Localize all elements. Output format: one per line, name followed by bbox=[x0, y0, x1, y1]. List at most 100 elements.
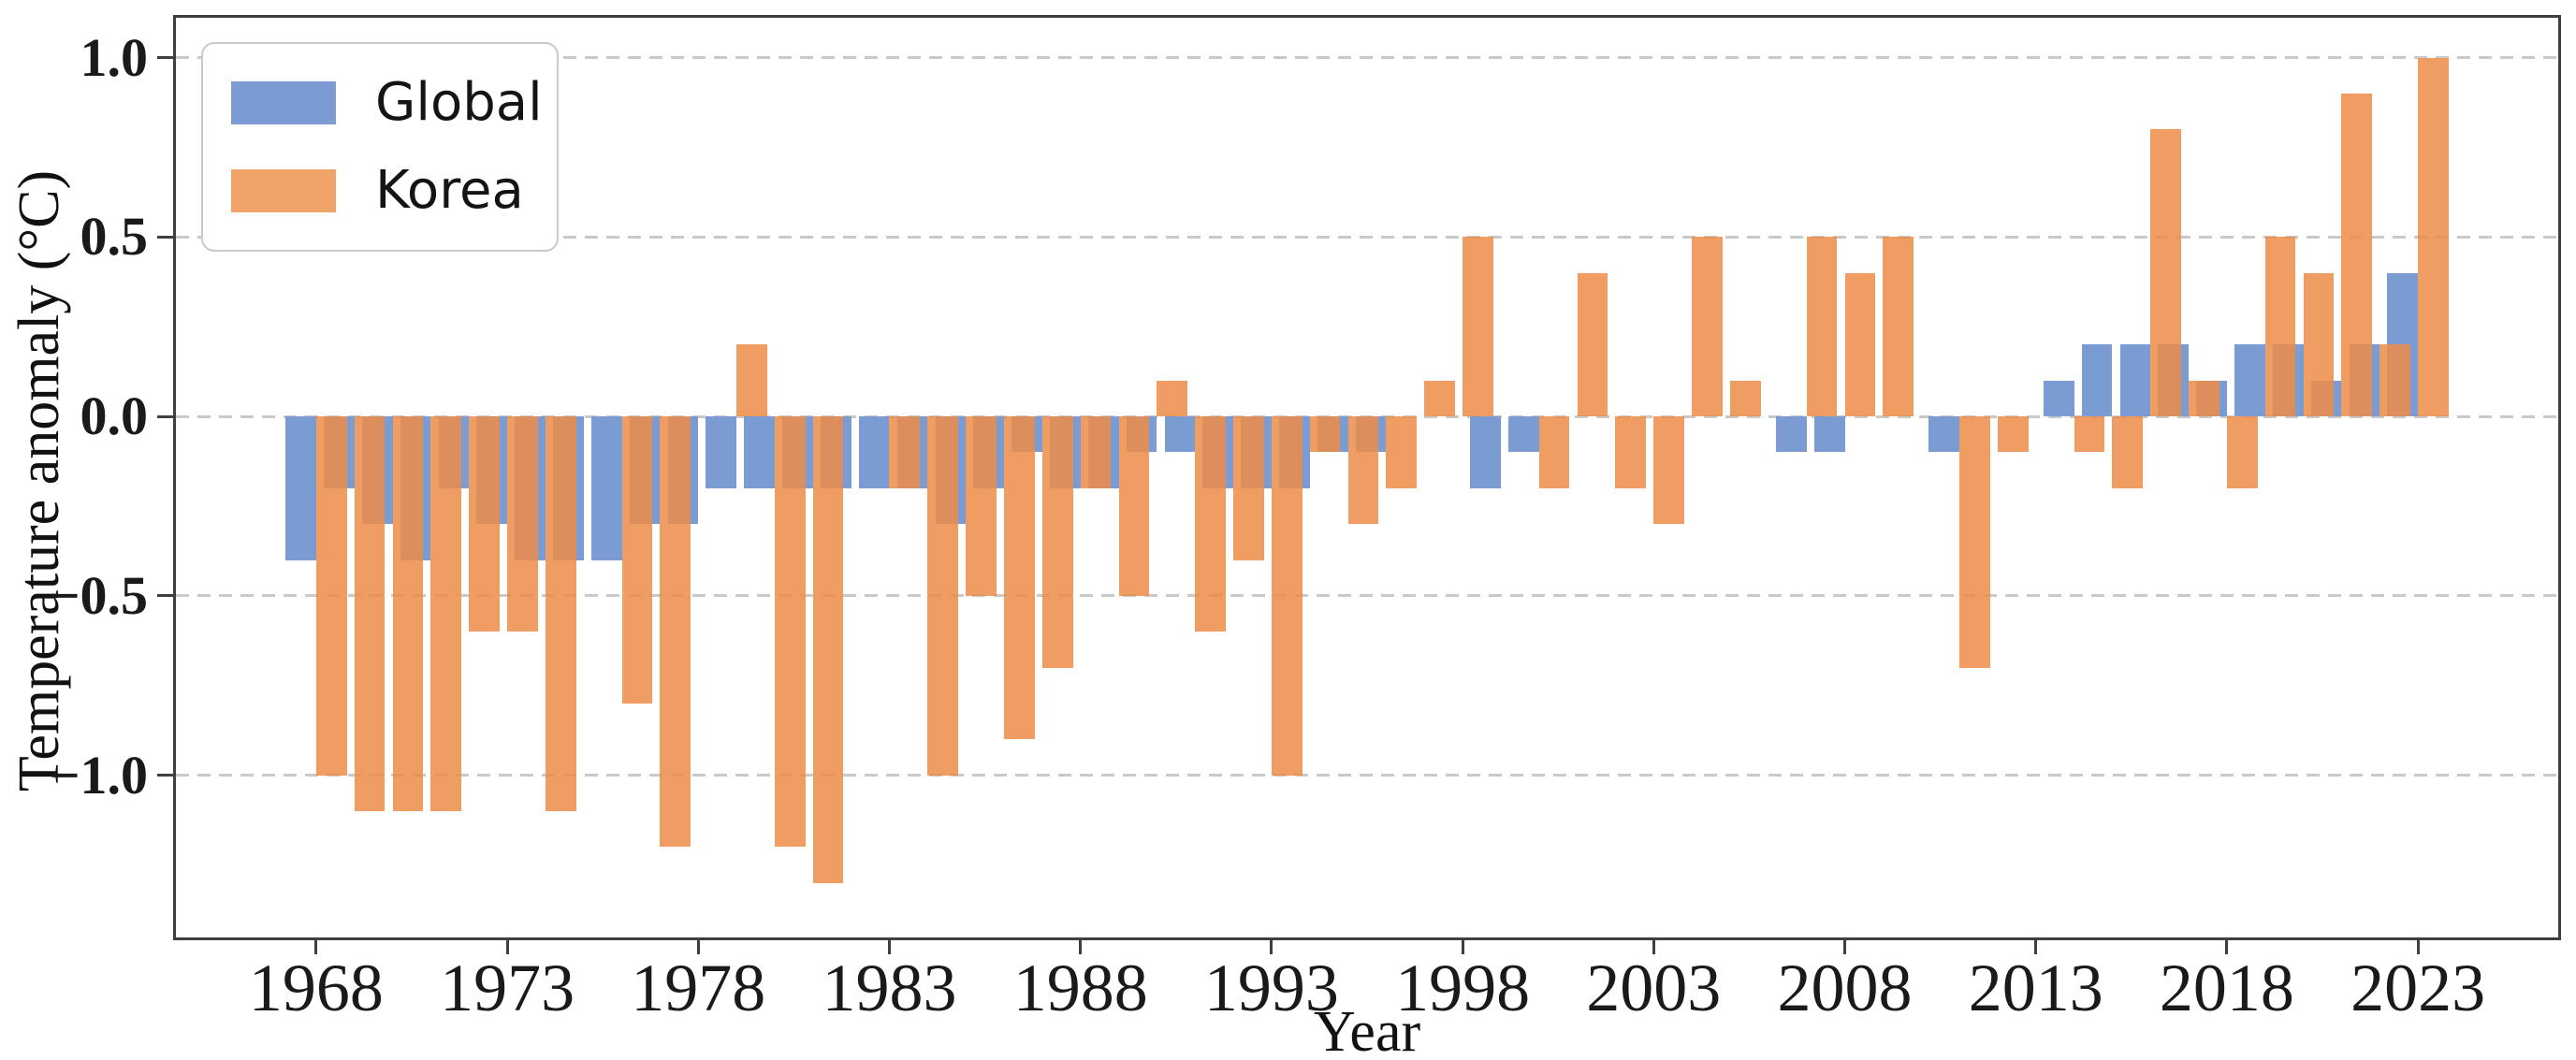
bar-korea-2004 bbox=[1692, 237, 1723, 417]
gridline-−1.0 bbox=[176, 774, 2558, 777]
bar-korea-1984 bbox=[927, 416, 958, 776]
plot-area: 1.0 0.5 0.0 −0.5 −1.0 1968 1973 1978 1983 1988 199… bbox=[49, 15, 2561, 1024]
x-tickmark-1988 bbox=[1079, 940, 1083, 954]
bar-korea-2020 bbox=[2303, 272, 2335, 417]
bar-global-2016 bbox=[2119, 344, 2151, 417]
x-axis-label: Year bbox=[1313, 1000, 1421, 1060]
bar-korea-1994 bbox=[1309, 416, 1341, 453]
korea-swatch-icon bbox=[231, 169, 336, 212]
bar-global-1980 bbox=[744, 416, 775, 488]
bar-global-1979 bbox=[706, 416, 737, 488]
x-ticklabel-1988: 1988 bbox=[1012, 951, 1148, 1025]
y-ticklabel-0.5: 0.5 bbox=[80, 206, 149, 268]
x-ticklabel-1973: 1973 bbox=[440, 951, 575, 1025]
bar-global-2000 bbox=[1508, 416, 1539, 453]
x-tickmark-1968 bbox=[314, 940, 318, 954]
bar-korea-1997 bbox=[1424, 380, 1455, 417]
legend-label-global: Global bbox=[375, 72, 543, 133]
x-ticklabel-1993: 1993 bbox=[1203, 951, 1339, 1025]
bar-korea-2021 bbox=[2341, 93, 2373, 417]
legend: Global Korea bbox=[201, 42, 559, 252]
x-ticklabel-2008: 2008 bbox=[1777, 951, 1913, 1025]
y-tickmark-0.0 bbox=[157, 414, 173, 418]
bar-global-2008 bbox=[1813, 416, 1845, 453]
bar-korea-1988 bbox=[1080, 416, 1112, 488]
bar-global-1983 bbox=[858, 416, 890, 488]
y-ticklabel-−0.5: −0.5 bbox=[49, 564, 148, 626]
bar-korea-2009 bbox=[1883, 237, 1914, 417]
x-ticklabel-2023: 2023 bbox=[2350, 951, 2486, 1025]
bar-global-2011 bbox=[1928, 416, 1960, 453]
x-tickmark-2018 bbox=[2225, 940, 2229, 954]
bar-korea-1986 bbox=[1004, 416, 1035, 740]
bar-korea-1970 bbox=[392, 416, 424, 811]
bar-korea-2022 bbox=[2380, 344, 2410, 417]
y-tickmark-1.0 bbox=[157, 56, 173, 60]
bar-global-1999 bbox=[1470, 416, 1501, 488]
bar-korea-1998 bbox=[1463, 237, 1493, 417]
bar-global-2015 bbox=[2081, 344, 2113, 417]
x-tickmark-2008 bbox=[1843, 940, 1846, 954]
y-ticklabel-1.0: 1.0 bbox=[80, 26, 149, 88]
x-ticklabel-1998: 1998 bbox=[1395, 951, 1531, 1025]
x-tickmark-2013 bbox=[2034, 940, 2038, 954]
bar-global-2014 bbox=[2043, 380, 2074, 417]
x-tickmark-1983 bbox=[887, 940, 891, 954]
bar-global-1976 bbox=[590, 416, 622, 560]
y-ticklabel-0.0: 0.0 bbox=[80, 385, 149, 447]
bar-global-1968 bbox=[285, 416, 316, 560]
x-ticklabel-2003: 2003 bbox=[1586, 951, 1722, 1025]
x-ticklabel-1983: 1983 bbox=[822, 951, 957, 1025]
legend-label-korea: Korea bbox=[375, 160, 524, 221]
gridline-0.5 bbox=[176, 235, 2558, 239]
x-tickmark-1993 bbox=[1270, 940, 1273, 954]
gridline-1.0 bbox=[176, 56, 2558, 60]
bar-korea-2016 bbox=[2150, 129, 2181, 417]
legend-item-korea: Korea bbox=[231, 163, 529, 219]
x-tickmark-1973 bbox=[505, 940, 509, 954]
bar-korea-1971 bbox=[430, 416, 462, 811]
x-ticklabel-1978: 1978 bbox=[631, 951, 766, 1025]
bar-korea-1981 bbox=[812, 416, 844, 883]
bar-korea-1992 bbox=[1233, 416, 1264, 560]
bar-korea-2005 bbox=[1729, 380, 1761, 417]
bar-korea-1987 bbox=[1041, 416, 1073, 668]
bar-korea-2023 bbox=[2418, 57, 2449, 417]
bar-global-1991 bbox=[1164, 416, 1196, 453]
bar-korea-1989 bbox=[1118, 416, 1150, 596]
y-ticklabel-−1.0: −1.0 bbox=[49, 744, 148, 806]
x-tickmark-2023 bbox=[2416, 940, 2420, 954]
bar-korea-1974 bbox=[545, 416, 576, 811]
bar-korea-2018 bbox=[2226, 416, 2258, 488]
bar-korea-1968 bbox=[315, 416, 347, 776]
bar-korea-2014 bbox=[2074, 416, 2105, 453]
bar-korea-1991 bbox=[1195, 416, 1226, 632]
bar-korea-2003 bbox=[1653, 416, 1684, 525]
legend-item-global: Global bbox=[231, 75, 543, 131]
bar-korea-2019 bbox=[2264, 237, 2296, 417]
bar-korea-2012 bbox=[1997, 416, 2029, 453]
bar-korea-1969 bbox=[354, 416, 386, 811]
x-ticklabel-2018: 2018 bbox=[2159, 951, 2294, 1025]
bar-global-2007 bbox=[1775, 416, 1807, 453]
bar-korea-2002 bbox=[1615, 416, 1647, 488]
bar-korea-2008 bbox=[1844, 272, 1876, 417]
bar-global-2019 bbox=[2234, 344, 2265, 417]
bar-korea-2015 bbox=[2112, 416, 2144, 488]
bar-korea-1995 bbox=[1347, 416, 1379, 525]
gridline-−0.5 bbox=[176, 594, 2558, 598]
bar-korea-1985 bbox=[966, 416, 997, 596]
bar-korea-2011 bbox=[1959, 416, 1990, 668]
y-tickmark-−0.5 bbox=[157, 594, 173, 598]
x-ticklabel-2013: 2013 bbox=[1968, 951, 2103, 1025]
bar-korea-2007 bbox=[1806, 237, 1838, 417]
global-swatch-icon bbox=[231, 81, 336, 124]
bar-korea-1980 bbox=[774, 416, 806, 848]
bar-korea-1983 bbox=[889, 416, 921, 488]
bar-korea-2017 bbox=[2189, 380, 2219, 417]
x-tickmark-1998 bbox=[1461, 940, 1464, 954]
bar-korea-1979 bbox=[736, 344, 767, 417]
bar-korea-1972 bbox=[469, 416, 500, 632]
x-tickmark-1978 bbox=[696, 940, 700, 954]
